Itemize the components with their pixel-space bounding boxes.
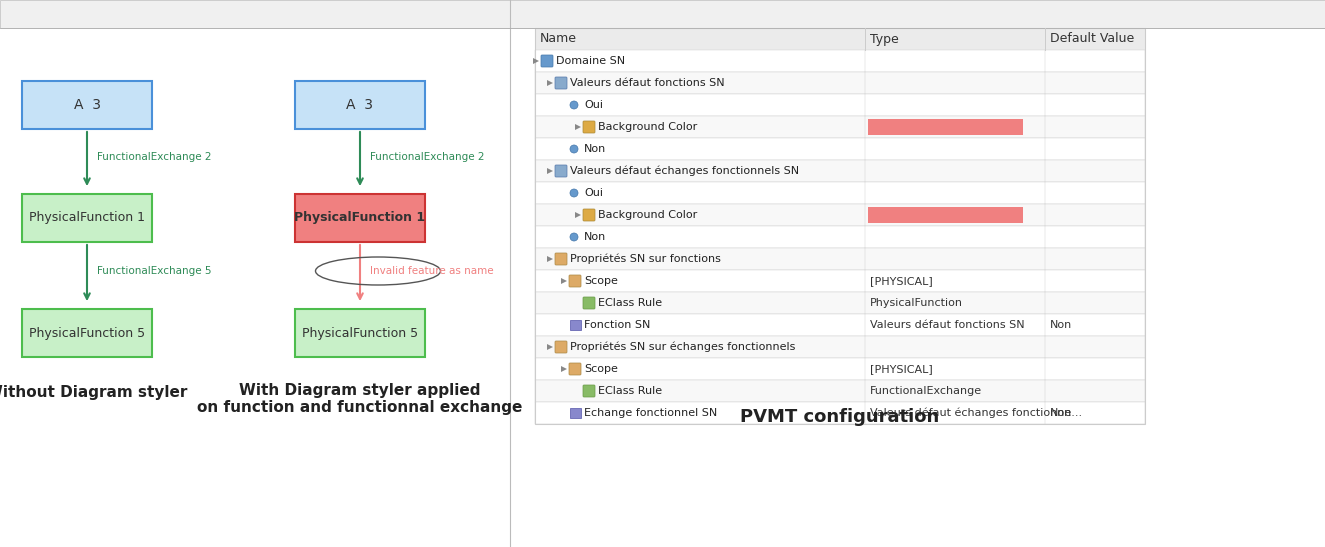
Text: Scope: Scope [584, 364, 617, 374]
Text: Oui: Oui [584, 100, 603, 110]
Text: A  3: A 3 [73, 98, 101, 112]
Text: Non: Non [584, 232, 607, 242]
Bar [535, 160, 1145, 182]
Text: Default Value: Default Value [1049, 32, 1134, 45]
Bar [535, 292, 1145, 314]
Text: FunctionalExchange: FunctionalExchange [871, 386, 982, 396]
FancyBboxPatch shape [295, 194, 425, 242]
Bar [535, 204, 1145, 226]
Bar [0, 0, 1325, 28]
Bar [535, 94, 1145, 116]
Bar [535, 72, 1145, 94]
Text: Non: Non [1049, 320, 1072, 330]
Text: Background Color: Background Color [598, 210, 697, 220]
Text: Propriétés SN sur échanges fonctionnels: Propriétés SN sur échanges fonctionnels [570, 342, 795, 352]
Polygon shape [575, 212, 580, 218]
FancyBboxPatch shape [568, 275, 580, 287]
Text: Valeurs défaut échanges fonctionnels SN: Valeurs défaut échanges fonctionnels SN [570, 166, 799, 176]
Bar [535, 314, 1145, 336]
Polygon shape [560, 366, 567, 372]
FancyBboxPatch shape [555, 253, 567, 265]
Polygon shape [575, 124, 580, 130]
Text: Invalid feature as name: Invalid feature as name [370, 266, 494, 276]
FancyBboxPatch shape [23, 309, 152, 357]
Text: PhysicalFunction 1: PhysicalFunction 1 [29, 212, 144, 224]
Text: Non: Non [1049, 408, 1072, 418]
FancyBboxPatch shape [583, 209, 595, 221]
Bar [868, 119, 1023, 135]
Text: Scope: Scope [584, 276, 617, 286]
FancyBboxPatch shape [583, 121, 595, 133]
Text: Fonction SN: Fonction SN [584, 320, 651, 330]
FancyBboxPatch shape [541, 55, 553, 67]
Text: Propriétés SN sur fonctions: Propriétés SN sur fonctions [570, 254, 721, 264]
FancyBboxPatch shape [555, 165, 567, 177]
Text: Without Diagram styler: Without Diagram styler [0, 385, 188, 399]
FancyBboxPatch shape [295, 309, 425, 357]
FancyBboxPatch shape [568, 363, 580, 375]
Bar [535, 226, 1145, 248]
FancyBboxPatch shape [23, 81, 152, 129]
Text: PhysicalFunction 5: PhysicalFunction 5 [302, 327, 419, 340]
Bar [535, 336, 1145, 358]
Text: Type: Type [871, 32, 898, 45]
Bar [535, 138, 1145, 160]
Bar [535, 380, 1145, 402]
Bar [535, 182, 1145, 204]
FancyBboxPatch shape [295, 81, 425, 129]
Text: PhysicalFunction 1: PhysicalFunction 1 [294, 212, 425, 224]
Circle shape [570, 101, 578, 109]
Text: [PHYSICAL]: [PHYSICAL] [871, 364, 933, 374]
Bar [570, 320, 580, 330]
Text: Domaine SN: Domaine SN [556, 56, 625, 66]
Bar [535, 28, 1145, 50]
Polygon shape [560, 278, 567, 284]
Bar [868, 207, 1023, 223]
Text: Valeurs défaut fonctions SN: Valeurs défaut fonctions SN [570, 78, 725, 88]
FancyBboxPatch shape [555, 77, 567, 89]
Text: FunctionalExchange 2: FunctionalExchange 2 [97, 152, 212, 162]
Polygon shape [547, 80, 553, 86]
Text: EClass Rule: EClass Rule [598, 298, 662, 308]
Bar [535, 28, 1145, 424]
Text: EClass Rule: EClass Rule [598, 386, 662, 396]
Text: With Diagram styler applied
on function and functionnal exchange: With Diagram styler applied on function … [197, 383, 522, 415]
Bar [535, 358, 1145, 380]
Circle shape [570, 233, 578, 241]
Text: Valeurs défaut fonctions SN: Valeurs défaut fonctions SN [871, 320, 1024, 330]
Bar [570, 408, 580, 418]
Text: FunctionalExchange 2: FunctionalExchange 2 [370, 152, 485, 162]
Bar [535, 116, 1145, 138]
Text: FunctionalExchange 5: FunctionalExchange 5 [97, 266, 212, 276]
Text: Background Color: Background Color [598, 122, 697, 132]
Text: PhysicalFunction 5: PhysicalFunction 5 [29, 327, 144, 340]
FancyBboxPatch shape [583, 297, 595, 309]
Text: Name: Name [541, 32, 576, 45]
Polygon shape [533, 58, 539, 64]
Text: PhysicalFunction: PhysicalFunction [871, 298, 963, 308]
Polygon shape [547, 168, 553, 174]
Circle shape [570, 145, 578, 153]
FancyBboxPatch shape [555, 341, 567, 353]
Bar [535, 402, 1145, 424]
Text: Non: Non [584, 144, 607, 154]
Text: Valeurs défaut échanges fonctionne...: Valeurs défaut échanges fonctionne... [871, 408, 1083, 418]
Text: Oui: Oui [584, 188, 603, 198]
Polygon shape [547, 256, 553, 262]
Bar [535, 248, 1145, 270]
Polygon shape [547, 344, 553, 350]
Text: Echange fonctionnel SN: Echange fonctionnel SN [584, 408, 717, 418]
Text: [PHYSICAL]: [PHYSICAL] [871, 276, 933, 286]
Bar [535, 270, 1145, 292]
FancyBboxPatch shape [23, 194, 152, 242]
FancyBboxPatch shape [583, 385, 595, 397]
Text: PVMT configuration: PVMT configuration [741, 408, 939, 426]
Text: A  3: A 3 [347, 98, 374, 112]
Bar [535, 50, 1145, 72]
Circle shape [570, 189, 578, 197]
